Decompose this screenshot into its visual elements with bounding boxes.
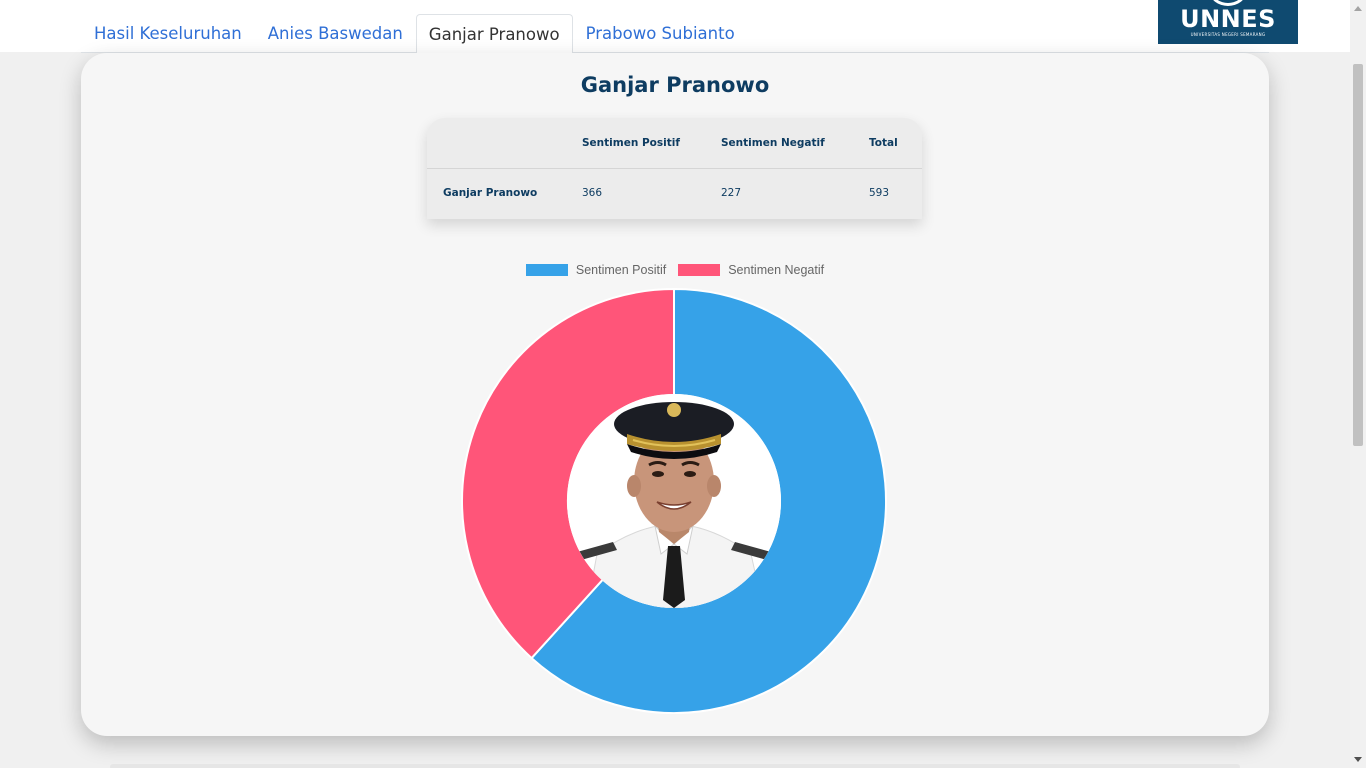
table-row: Ganjar Pranowo 366 227 593 [427, 168, 922, 218]
scroll-thumb[interactable] [1353, 64, 1363, 446]
legend-label-negative: Sentimen Negatif [728, 263, 825, 277]
tab-anies-baswedan[interactable]: Anies Baswedan [267, 24, 403, 43]
table-header-positive: Sentimen Positif [566, 118, 705, 169]
row-positive-count: 366 [582, 187, 603, 200]
legend-swatch-negative [678, 264, 721, 276]
candidate-tabs: Hasil Keseluruhan Anies Baswedan Ganjar … [81, 14, 1269, 53]
tab-hasil-keseluruhan[interactable]: Hasil Keseluruhan [94, 24, 242, 43]
table-header-negative: Sentimen Negatif [705, 118, 853, 169]
unnes-logo: UNNES UNIVERSITAS NEGERI SEMARANG [1158, 0, 1298, 44]
table-header-total: Total [853, 118, 922, 169]
candidate-card: Ganjar Pranowo Sentimen Positif Sentimen… [81, 53, 1269, 736]
table-header-row: Sentimen Positif Sentimen Negatif Total [427, 118, 922, 169]
legend-item-negative[interactable]: Sentimen Negatif [678, 263, 824, 277]
next-card-edge [110, 764, 1240, 768]
table-header-empty [427, 118, 566, 169]
legend-item-positive[interactable]: Sentimen Positif [525, 263, 667, 277]
row-total-count: 593 [869, 187, 890, 200]
row-negative-count: 227 [721, 187, 742, 200]
scroll-down-arrow-icon[interactable] [1354, 757, 1362, 762]
scroll-up-arrow-icon[interactable] [1354, 6, 1362, 11]
sentiment-table: Sentimen Positif Sentimen Negatif Total … [427, 118, 922, 218]
logo-subtext: UNIVERSITAS NEGERI SEMARANG [1190, 32, 1266, 37]
chart-legend: Sentimen Positif Sentimen Negatif [81, 263, 1269, 277]
card-title: Ganjar Pranowo [580, 73, 770, 97]
vertical-scrollbar[interactable] [1350, 0, 1366, 768]
candidate-portrait [567, 394, 781, 608]
logo-text: UNNES [1180, 5, 1276, 33]
sentiment-table-container: Sentimen Positif Sentimen Negatif Total … [427, 118, 922, 219]
sentiment-donut-chart [461, 288, 887, 714]
tab-ganjar-pranowo[interactable]: Ganjar Pranowo [415, 14, 573, 53]
row-candidate-name: Ganjar Pranowo [443, 187, 538, 200]
top-bar [0, 0, 1350, 52]
legend-swatch-positive [525, 264, 568, 276]
legend-label-positive: Sentimen Positif [575, 263, 667, 277]
tab-prabowo-subianto[interactable]: Prabowo Subianto [585, 24, 735, 43]
